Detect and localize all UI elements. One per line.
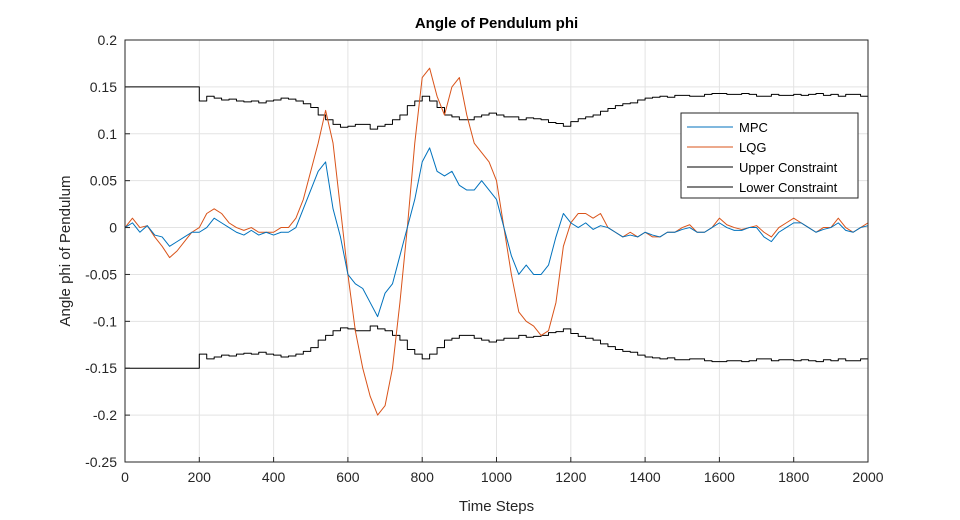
grid-lines bbox=[124, 39, 869, 463]
series-line-lqg bbox=[124, 67, 869, 416]
series-line-mpc bbox=[124, 147, 869, 318]
x-tick-label: 200 bbox=[188, 469, 212, 485]
legend-label-mpc: MPC bbox=[739, 120, 768, 135]
legend-label-lower-constraint: Lower Constraint bbox=[739, 180, 838, 195]
series-line-lower-constraint bbox=[125, 325, 868, 369]
x-tick-label: 400 bbox=[262, 469, 286, 485]
y-tick-label: 0.05 bbox=[90, 173, 117, 189]
y-tick-label: 0.2 bbox=[98, 32, 118, 48]
legend: MPC LQG Upper Constraint Lower Constraint bbox=[680, 112, 859, 199]
y-tick-label: -0.05 bbox=[85, 266, 117, 282]
x-tick-label: 2000 bbox=[852, 469, 883, 485]
y-tick-label: -0.2 bbox=[93, 407, 117, 423]
series-line-upper-constraint bbox=[125, 86, 868, 130]
series-layer bbox=[124, 67, 869, 416]
x-tick-label: 1400 bbox=[630, 469, 661, 485]
x-axis-label: Time Steps bbox=[459, 498, 534, 515]
y-tick-label: 0 bbox=[109, 220, 117, 236]
chart-title: Angle of Pendulum phi bbox=[415, 15, 578, 32]
y-tick-label: -0.25 bbox=[85, 454, 117, 470]
x-tick-label: 1600 bbox=[704, 469, 735, 485]
y-tick-label: 0.15 bbox=[90, 79, 117, 95]
x-tick-label: 0 bbox=[121, 469, 129, 485]
x-tick-label: 1200 bbox=[555, 469, 586, 485]
x-tick-label: 800 bbox=[411, 469, 435, 485]
y-tick-label: -0.1 bbox=[93, 313, 117, 329]
y-tick-label: -0.15 bbox=[85, 360, 117, 376]
x-tick-label: 600 bbox=[336, 469, 360, 485]
x-tick-label: 1800 bbox=[778, 469, 809, 485]
axis-ticks: 0 200 400 600 800 1000 1200 1400 1600 1800 2000 -0.… bbox=[85, 32, 884, 485]
x-tick-label: 1000 bbox=[481, 469, 512, 485]
y-axis-label: Angle phi of Pendulum bbox=[57, 176, 74, 327]
legend-label-lqg: LQG bbox=[739, 140, 766, 155]
legend-label-upper-constraint: Upper Constraint bbox=[739, 160, 838, 175]
y-tick-label: 0.1 bbox=[98, 126, 118, 142]
